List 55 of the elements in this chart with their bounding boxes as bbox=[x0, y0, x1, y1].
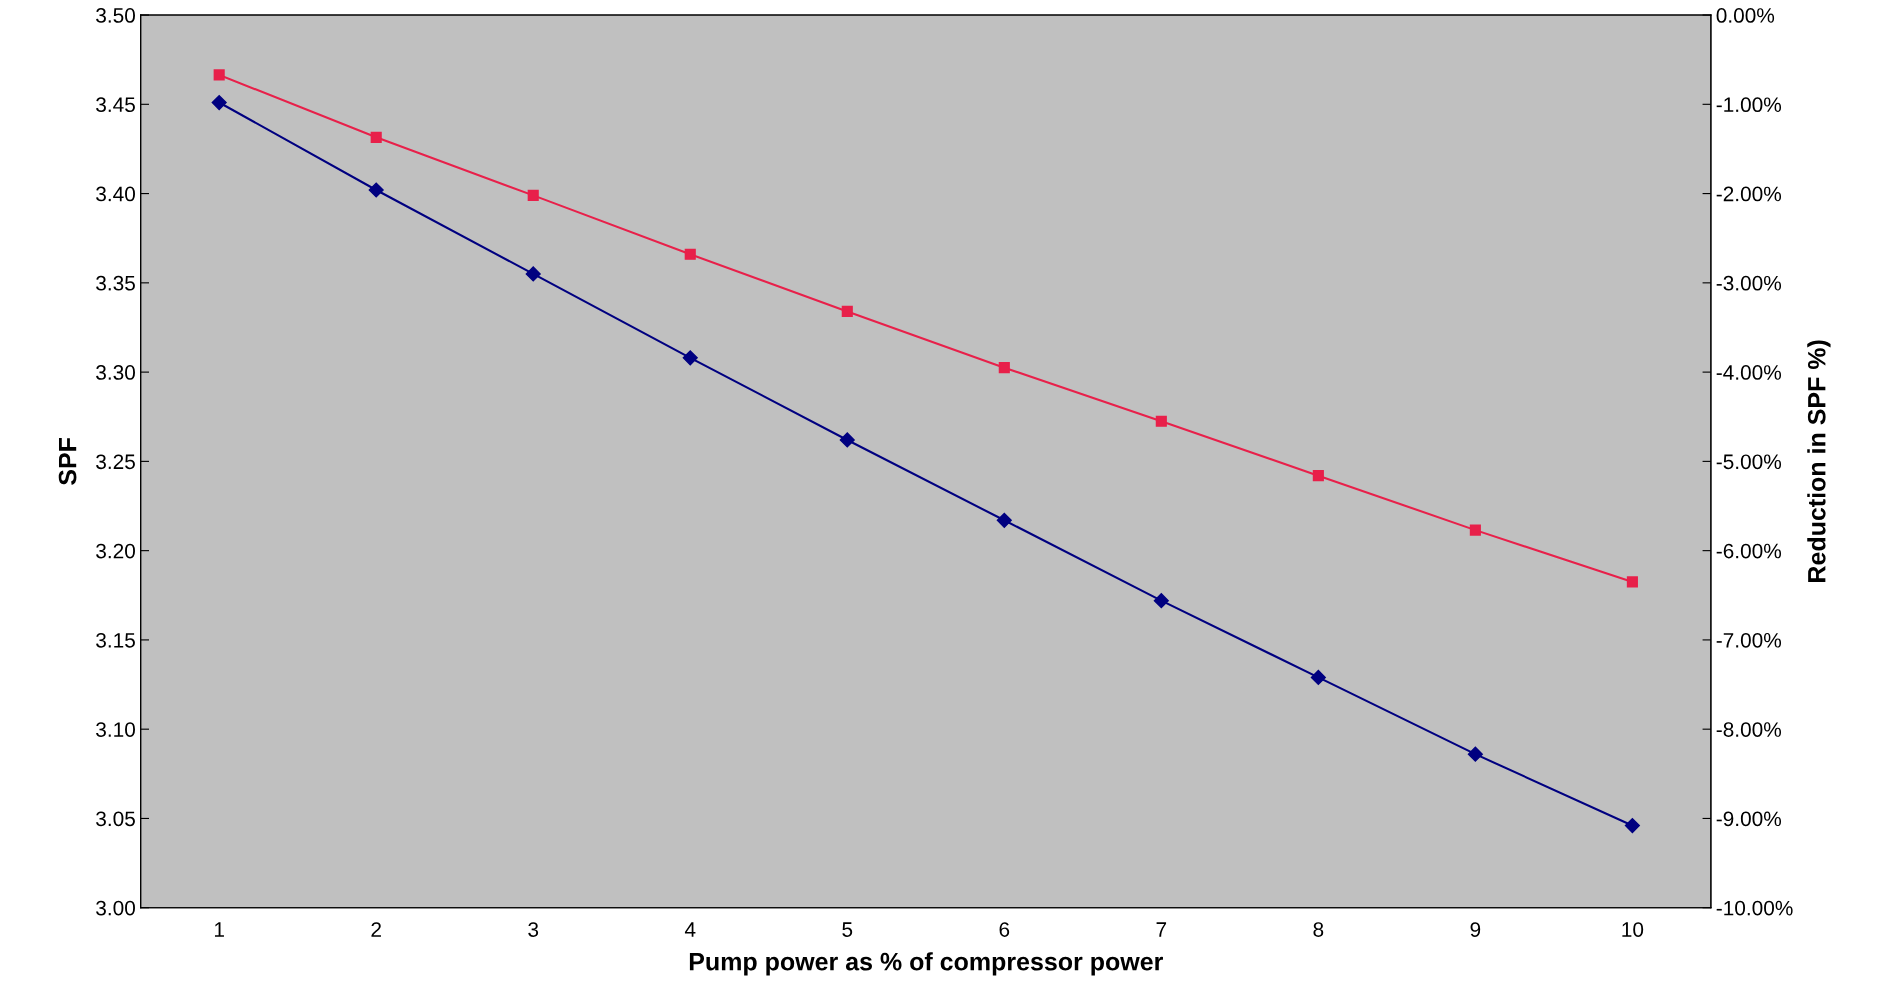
x-tick-label: 6 bbox=[999, 922, 1010, 937]
point bbox=[682, 350, 698, 366]
point bbox=[996, 512, 1012, 528]
y-tick-label: 3.45 bbox=[96, 97, 135, 113]
x-tick-label: 3 bbox=[528, 922, 539, 937]
point bbox=[1153, 593, 1169, 609]
x-tick-label: 2 bbox=[371, 922, 381, 937]
x-tick-label: 5 bbox=[842, 922, 853, 937]
point bbox=[1467, 746, 1483, 762]
point bbox=[368, 182, 384, 198]
point bbox=[1310, 669, 1326, 685]
y2-tick-label: -5.00% bbox=[1716, 454, 1782, 470]
y-tick-label: 3.00 bbox=[96, 900, 135, 916]
y2-tick-label: -6.00% bbox=[1716, 543, 1782, 559]
y2-tick-label: -8.00% bbox=[1716, 722, 1782, 737]
x-tick-label: 4 bbox=[684, 922, 696, 937]
x-tick-label: 8 bbox=[1313, 922, 1324, 937]
y-tick-label: 3.50 bbox=[96, 8, 135, 23]
y2-tick-label: -7.00% bbox=[1716, 632, 1782, 648]
point bbox=[525, 266, 541, 282]
y2-tick-label: -3.00% bbox=[1716, 275, 1782, 291]
point bbox=[684, 248, 696, 260]
point bbox=[370, 131, 382, 143]
point bbox=[839, 432, 855, 448]
y2-tick-label: -1.00% bbox=[1716, 97, 1782, 113]
point bbox=[211, 94, 227, 111]
point bbox=[213, 69, 225, 81]
y2-tick-label: -2.00% bbox=[1716, 186, 1782, 202]
y-tick-label: 3.15 bbox=[96, 632, 135, 648]
x-tick-label: 9 bbox=[1470, 922, 1481, 937]
y2-tick-label: -10.00% bbox=[1716, 900, 1793, 916]
point bbox=[1312, 470, 1324, 482]
point bbox=[1469, 524, 1481, 536]
point bbox=[1155, 415, 1167, 427]
y2-tick-label: -4.00% bbox=[1716, 365, 1782, 380]
point bbox=[1626, 576, 1638, 588]
y-tick-label: 3.10 bbox=[96, 722, 135, 737]
y-tick-label: 3.35 bbox=[96, 275, 135, 291]
y2-tick-label: 0.00% bbox=[1716, 8, 1775, 23]
y-tick-label: 3.25 bbox=[96, 454, 135, 470]
x-tick-label: 1 bbox=[214, 922, 224, 937]
y-tick-label: 3.40 bbox=[96, 186, 135, 202]
point bbox=[998, 362, 1010, 374]
y-tick-label: 3.05 bbox=[96, 811, 135, 827]
y-tick-label: 3.20 bbox=[96, 543, 135, 559]
y2-tick-label: -9.00% bbox=[1716, 811, 1782, 827]
x-axis-title: Pump power as % of compressor power bbox=[689, 952, 1163, 976]
point bbox=[841, 305, 853, 317]
y-axis-title: SPF bbox=[58, 437, 77, 485]
point bbox=[1624, 818, 1640, 834]
point bbox=[527, 189, 539, 201]
x-tick-label: 10 bbox=[1622, 922, 1644, 937]
x-tick-label: 7 bbox=[1156, 922, 1167, 937]
y2-axis-title: Reduction in SPF %) bbox=[1807, 340, 1831, 582]
y-tick-label: 3.30 bbox=[96, 365, 135, 380]
